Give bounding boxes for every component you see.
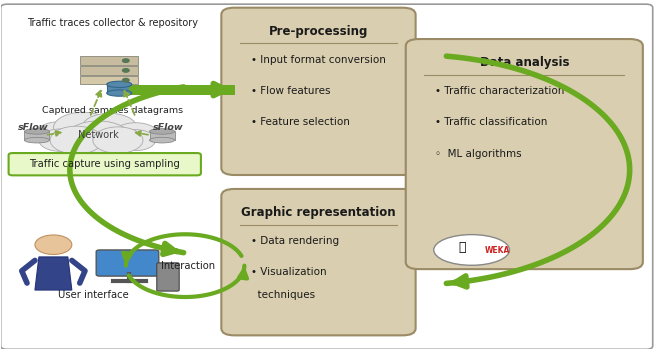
Text: WEKA: WEKA <box>485 246 510 255</box>
Text: • Flow features: • Flow features <box>251 86 331 96</box>
Ellipse shape <box>107 81 132 88</box>
Text: sFlow: sFlow <box>153 124 184 132</box>
Text: ◦  ML algorithms: ◦ ML algorithms <box>436 149 522 159</box>
FancyBboxPatch shape <box>80 56 138 65</box>
Text: Traffic traces collector & repository: Traffic traces collector & repository <box>27 18 198 28</box>
FancyBboxPatch shape <box>150 131 174 140</box>
Circle shape <box>123 69 129 72</box>
Ellipse shape <box>24 129 50 134</box>
FancyBboxPatch shape <box>406 39 643 269</box>
FancyBboxPatch shape <box>80 76 138 84</box>
FancyBboxPatch shape <box>9 153 201 175</box>
Text: • Traffic characterization: • Traffic characterization <box>436 86 565 96</box>
Text: • Input format conversion: • Input format conversion <box>251 55 386 65</box>
Circle shape <box>65 121 131 156</box>
Circle shape <box>35 122 85 148</box>
Ellipse shape <box>150 129 174 134</box>
FancyBboxPatch shape <box>96 250 159 276</box>
FancyBboxPatch shape <box>1 4 653 349</box>
Text: Interaction: Interaction <box>161 261 215 271</box>
FancyBboxPatch shape <box>107 83 131 93</box>
Text: Pre-processing: Pre-processing <box>269 25 368 38</box>
FancyBboxPatch shape <box>221 189 416 335</box>
Circle shape <box>39 129 81 151</box>
Text: Traffic capture using sampling: Traffic capture using sampling <box>29 159 180 169</box>
Text: • Data rendering: • Data rendering <box>251 236 339 246</box>
Circle shape <box>123 78 129 82</box>
FancyBboxPatch shape <box>80 66 138 75</box>
Text: • Traffic classification: • Traffic classification <box>436 118 548 127</box>
Circle shape <box>113 123 159 147</box>
FancyBboxPatch shape <box>24 131 50 140</box>
Circle shape <box>53 112 113 144</box>
Text: User interface: User interface <box>57 290 128 300</box>
Circle shape <box>35 235 72 254</box>
FancyBboxPatch shape <box>221 8 416 175</box>
Circle shape <box>82 113 137 142</box>
Text: Graphic representation: Graphic representation <box>241 206 396 219</box>
Ellipse shape <box>107 90 132 96</box>
Circle shape <box>123 59 129 62</box>
Circle shape <box>50 126 103 154</box>
Text: Data analysis: Data analysis <box>480 56 569 69</box>
Ellipse shape <box>150 137 174 143</box>
Ellipse shape <box>434 234 510 265</box>
Text: techniques: techniques <box>251 290 315 300</box>
FancyBboxPatch shape <box>157 263 179 291</box>
Text: Captured samples datagrams: Captured samples datagrams <box>42 106 183 115</box>
Ellipse shape <box>24 137 50 143</box>
Text: • Feature selection: • Feature selection <box>251 118 350 127</box>
Circle shape <box>116 130 156 150</box>
Text: Network: Network <box>78 130 119 140</box>
Text: sFlow: sFlow <box>18 124 49 132</box>
Text: 🐦: 🐦 <box>458 241 465 254</box>
Text: • Visualization: • Visualization <box>251 267 327 278</box>
Polygon shape <box>35 257 72 290</box>
Circle shape <box>93 127 143 153</box>
